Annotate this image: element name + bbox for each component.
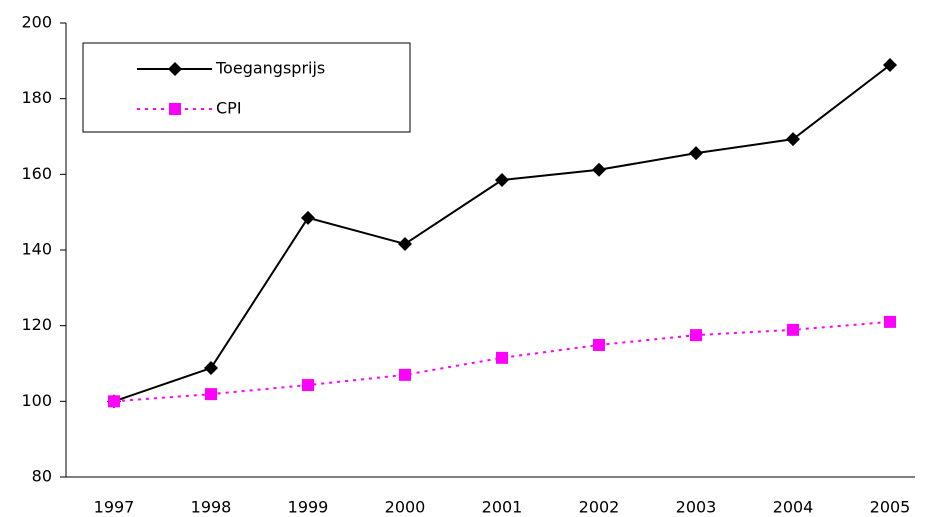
data-point: [787, 323, 799, 336]
data-point: [301, 210, 315, 225]
x-tick-label: 1998: [191, 498, 232, 517]
legend-marker: [168, 62, 182, 76]
legend-marker: [169, 103, 181, 115]
data-point: [496, 351, 508, 364]
x-tick-label: 1999: [288, 498, 329, 517]
legend-label: Toegangsprijs: [215, 59, 325, 78]
y-tick-label: 160: [21, 164, 52, 183]
data-point: [690, 329, 702, 342]
data-point: [495, 173, 509, 188]
y-tick-label: 100: [21, 391, 52, 410]
data-point: [205, 388, 217, 401]
data-point: [786, 132, 800, 147]
x-tick-label: 2005: [870, 498, 911, 517]
data-point: [108, 395, 120, 408]
data-point: [302, 379, 314, 392]
data-point: [204, 361, 218, 376]
data-point: [593, 338, 605, 351]
legend-label: CPI: [216, 99, 242, 118]
x-tick-label: 2003: [676, 498, 717, 517]
x-tick-label: 2000: [385, 498, 426, 517]
data-point: [689, 146, 703, 161]
y-tick-label: 80: [32, 467, 52, 486]
y-tick-label: 200: [21, 13, 52, 32]
data-point: [399, 368, 411, 381]
x-tick-label: 2001: [482, 498, 523, 517]
data-point: [883, 57, 897, 72]
data-point: [884, 315, 896, 328]
x-tick-label: 1997: [94, 498, 135, 517]
y-tick-label: 140: [21, 240, 52, 259]
series-line: [113, 320, 891, 403]
data-point: [398, 236, 412, 251]
y-tick-label: 120: [21, 315, 52, 334]
data-point: [592, 162, 606, 177]
y-tick-label: 180: [21, 88, 52, 107]
legend-box: [82, 42, 411, 133]
x-tick-label: 2002: [579, 498, 620, 517]
x-tick-label: 2004: [773, 498, 814, 517]
